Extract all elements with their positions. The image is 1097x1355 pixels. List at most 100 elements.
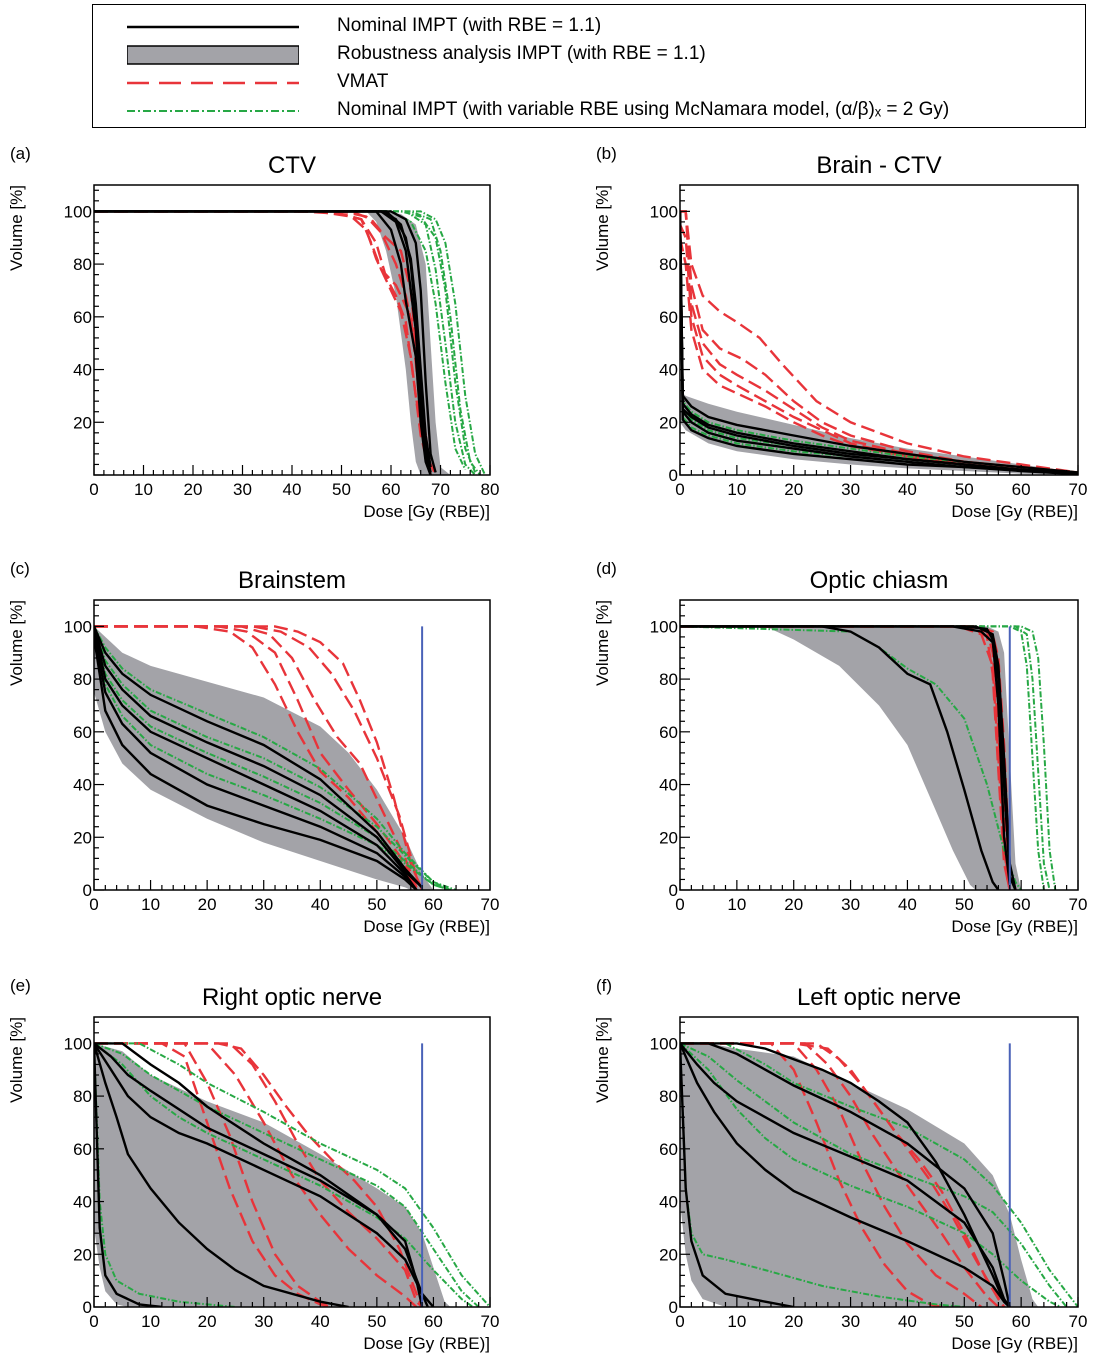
variable-rbe-curve bbox=[94, 210, 487, 475]
vmat-curve bbox=[94, 1042, 423, 1307]
nominal-curve bbox=[94, 1043, 163, 1307]
vmat-curve bbox=[94, 625, 424, 890]
x-tick-label: 70 bbox=[1069, 895, 1088, 914]
x-tick-label: 0 bbox=[89, 1312, 98, 1331]
legend-item-nominal: Nominal IMPT (with RBE = 1.1) bbox=[93, 13, 1085, 41]
panel-title: CTV bbox=[268, 152, 316, 179]
plot-frame bbox=[679, 599, 1079, 891]
panel-title: Optic chiasm bbox=[810, 567, 949, 594]
y-tick-label: 80 bbox=[659, 1087, 678, 1106]
nominal-curve bbox=[680, 1042, 1011, 1307]
y-axis-label: Volume [%] bbox=[7, 600, 26, 686]
panel-title: Left optic nerve bbox=[797, 984, 961, 1011]
x-axis-label: Dose [Gy (RBE)] bbox=[363, 502, 490, 521]
x-tick-label: 20 bbox=[198, 1312, 217, 1331]
x-axis-label: Dose [Gy (RBE)] bbox=[951, 1334, 1078, 1353]
panel-letter: (a) bbox=[10, 144, 31, 163]
legend-swatch-vmat bbox=[127, 81, 299, 85]
y-tick-label: 100 bbox=[64, 1034, 92, 1053]
y-tick-label: 80 bbox=[73, 255, 92, 274]
x-tick-label: 40 bbox=[898, 1312, 917, 1331]
nominal-curve bbox=[680, 1042, 1011, 1307]
dvh-panel: 0 10 20 30 40 50 60 70 0 20 40 60 80 100 Dose [Gy (RBE… bbox=[593, 976, 1087, 1353]
y-axis-label: Volume [%] bbox=[593, 185, 612, 271]
x-tick-label: 40 bbox=[311, 1312, 330, 1331]
nominal-curve bbox=[94, 1043, 349, 1307]
y-tick-label: 60 bbox=[73, 1140, 92, 1159]
x-tick-label: 30 bbox=[254, 1312, 273, 1331]
x-tick-label: 30 bbox=[841, 1312, 860, 1331]
y-tick-label: 40 bbox=[659, 361, 678, 380]
y-tick-label: 60 bbox=[659, 723, 678, 742]
nominal-curve bbox=[94, 1042, 429, 1307]
legend-item-vmat: VMAT bbox=[93, 69, 1085, 97]
plot-frame bbox=[679, 184, 1079, 476]
nominal-curve bbox=[680, 211, 1078, 475]
y-tick-label: 100 bbox=[64, 202, 92, 221]
vmat-curve bbox=[680, 1042, 1006, 1307]
variable-rbe-curve bbox=[680, 1043, 965, 1307]
y-tick-label: 100 bbox=[64, 617, 92, 636]
x-tick-label: 10 bbox=[727, 480, 746, 499]
nominal-curve bbox=[94, 210, 432, 475]
y-tick-label: 20 bbox=[73, 1245, 92, 1264]
variable-rbe-curve bbox=[680, 625, 1045, 890]
x-tick-label: 20 bbox=[198, 895, 217, 914]
robustness-band bbox=[680, 1043, 1039, 1307]
panel-letter: (b) bbox=[596, 144, 617, 163]
legend-item-robust: Robustness analysis IMPT (with RBE = 1.1… bbox=[93, 41, 1085, 69]
variable-rbe-curve bbox=[680, 1042, 1062, 1307]
plot-area bbox=[94, 1042, 490, 1307]
x-tick-label: 50 bbox=[955, 895, 974, 914]
x-axis-label: Dose [Gy (RBE)] bbox=[951, 917, 1078, 936]
x-tick-label: 60 bbox=[1012, 480, 1031, 499]
y-tick-label: 80 bbox=[73, 670, 92, 689]
y-tick-label: 0 bbox=[669, 1298, 678, 1317]
nominal-curve bbox=[680, 625, 1000, 890]
panel-letter: (d) bbox=[596, 559, 617, 578]
x-tick-label: 70 bbox=[1069, 480, 1088, 499]
y-tick-label: 40 bbox=[73, 1193, 92, 1212]
panel-title: Brain - CTV bbox=[816, 152, 941, 179]
x-tick-label: 20 bbox=[784, 895, 803, 914]
plot-area bbox=[680, 625, 1057, 890]
x-tick-label: 40 bbox=[311, 895, 330, 914]
variable-rbe-curve bbox=[94, 626, 457, 890]
x-tick-label: 70 bbox=[481, 895, 500, 914]
nominal-curve bbox=[94, 210, 437, 473]
y-tick-label: 100 bbox=[650, 1034, 678, 1053]
panel-letter: (e) bbox=[10, 976, 31, 995]
robustness-band bbox=[94, 1043, 451, 1307]
variable-rbe-curve bbox=[94, 1042, 490, 1307]
legend-item-variable: Nominal IMPT (with variable RBE using Mc… bbox=[93, 97, 1085, 125]
nominal-curve bbox=[94, 210, 432, 473]
x-tick-label: 50 bbox=[955, 480, 974, 499]
vmat-curve bbox=[94, 625, 418, 888]
nominal-curve bbox=[94, 1042, 424, 1307]
y-axis-label: Volume [%] bbox=[593, 1017, 612, 1103]
y-tick-label: 40 bbox=[659, 1193, 678, 1212]
x-tick-label: 20 bbox=[184, 480, 203, 499]
legend-label-robust: Robustness analysis IMPT (with RBE = 1.1… bbox=[337, 43, 706, 64]
dvh-panel: 0 10 20 30 40 50 60 70 80 20 40 60 80 100 Dose [Gy (RB… bbox=[7, 144, 499, 521]
x-tick-label: 0 bbox=[675, 895, 684, 914]
x-tick-label: 10 bbox=[727, 1312, 746, 1331]
x-axis-label: Dose [Gy (RBE)] bbox=[363, 917, 490, 936]
legend-label-nominal: Nominal IMPT (with RBE = 1.1) bbox=[337, 15, 602, 36]
vmat-curve bbox=[94, 210, 432, 470]
x-tick-label: 10 bbox=[727, 895, 746, 914]
y-tick-label: 0 bbox=[669, 881, 678, 900]
nominal-curve bbox=[680, 1042, 1011, 1307]
y-tick-label: 100 bbox=[650, 202, 678, 221]
nominal-curve bbox=[680, 211, 1078, 475]
legend: Nominal IMPT (with RBE = 1.1) Robustness… bbox=[92, 4, 1086, 128]
y-tick-label: 100 bbox=[650, 617, 678, 636]
y-tick-label: 80 bbox=[659, 255, 678, 274]
x-tick-label: 60 bbox=[424, 1312, 443, 1331]
y-tick-label: 60 bbox=[73, 723, 92, 742]
x-tick-label: 70 bbox=[481, 1312, 500, 1331]
x-tick-label: 60 bbox=[424, 895, 443, 914]
y-tick-label: 0 bbox=[669, 466, 678, 485]
x-axis-label: Dose [Gy (RBE)] bbox=[951, 502, 1078, 521]
